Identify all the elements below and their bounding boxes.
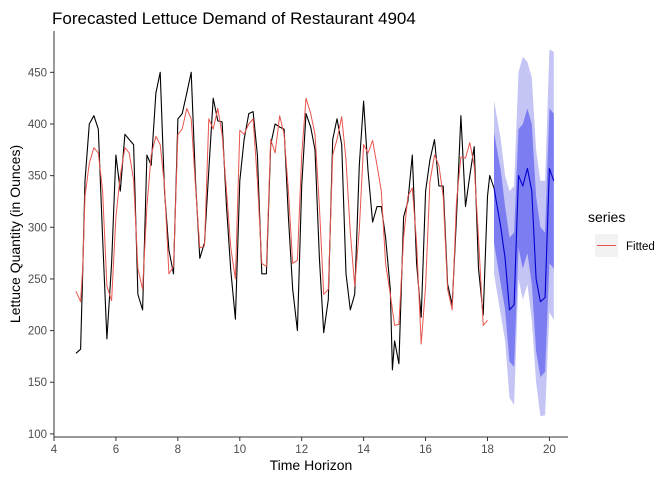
y-tick-label: 400 [28,119,47,131]
x-tick-label: 12 [295,444,308,456]
x-tick-label: 10 [233,444,246,456]
x-tick-label: 20 [543,444,556,456]
x-tick-label: 14 [357,444,370,456]
y-tick-label: 150 [28,377,47,389]
legend-title: series [588,209,625,225]
chart-title: Forecasted Lettuce Demand of Restaurant … [52,9,416,28]
fitted-series-layer [75,97,488,345]
forecast-80-interval [494,108,554,378]
y-tick-label: 350 [28,171,47,183]
x-tick-label: 18 [481,444,494,456]
x-tick-label: 16 [419,444,432,456]
fitted-series-line [75,97,488,345]
forecast-series-layer [493,167,555,311]
x-axis-title: Time Horizon [270,457,353,473]
x-tick-label: 4 [51,444,58,456]
x-tick-label: 6 [113,444,119,456]
y-tick-label: 450 [28,67,47,79]
forecast-80-band-layer [494,108,554,378]
axes: 4 6 8 10 12 14 16 18 20 100 150 200 250 300 350 400 450 [28,31,568,456]
x-ticks: 4 6 8 10 12 14 16 18 20 [51,437,556,456]
actual-series-line [75,71,495,371]
y-tick-label: 100 [28,429,47,441]
plot-area [75,49,555,417]
forecast-series-line [493,167,555,311]
y-tick-label: 200 [28,326,47,338]
y-axis-title: Lettuce Quantity (in Ounces) [7,145,23,323]
legend-label-fitted: Fitted [626,241,655,253]
legend: series Fitted [588,209,655,257]
y-tick-label: 300 [28,222,47,234]
y-tick-label: 250 [28,274,47,286]
actual-series-layer [75,71,495,371]
y-ticks: 100 150 200 250 300 350 400 450 [28,67,54,441]
x-tick-label: 8 [175,444,181,456]
